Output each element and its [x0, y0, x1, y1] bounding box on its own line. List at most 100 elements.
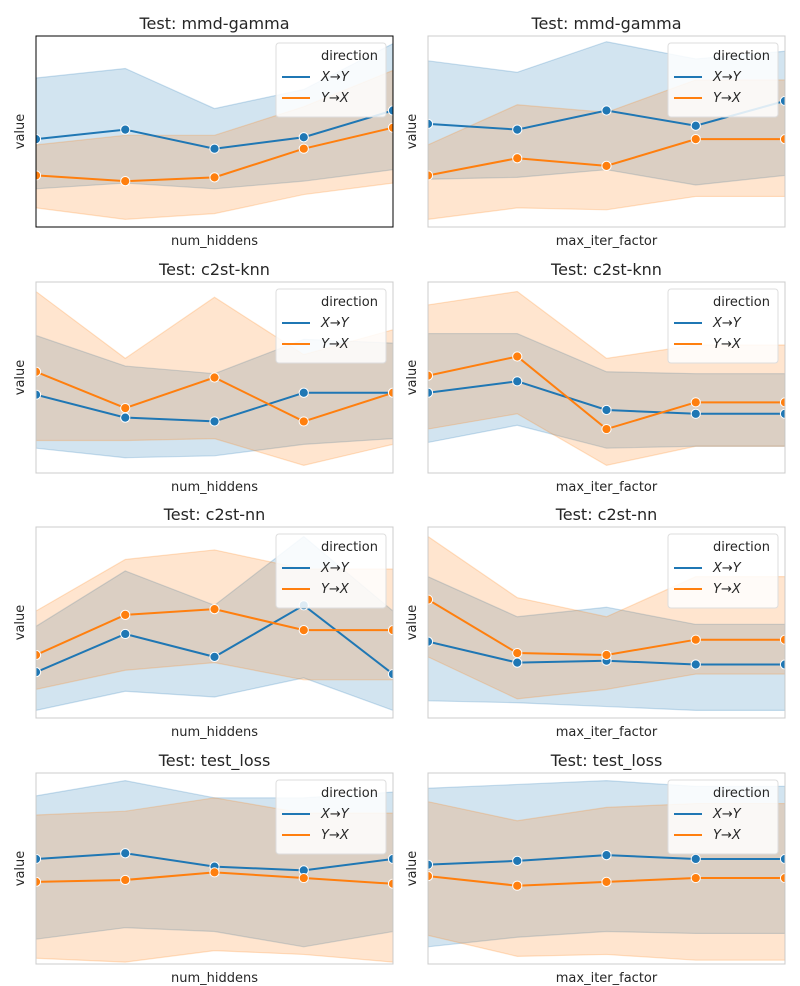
legend-entry-y-to-x: Y→X: [713, 582, 742, 597]
data-point-x-to-y: [690, 408, 701, 419]
data-point-y-to-x: [690, 634, 701, 645]
data-point-y-to-x: [298, 625, 309, 636]
subplot-3: Test: c2st-knn num_hiddens value direction X…: [13, 260, 394, 495]
data-point-x-to-y: [601, 105, 612, 116]
x-axis-label: max_iter_factor: [556, 971, 658, 986]
subplot-4: Test: c2st-knn max_iter_factor value direct…: [405, 260, 786, 495]
legend-entry-x-to-y: X→Y: [320, 561, 350, 576]
data-point-x-to-y: [779, 659, 785, 670]
data-point-x-to-y: [779, 95, 785, 107]
ci-band-x-to-y: [36, 334, 393, 459]
legend-entry-y-to-x: Y→X: [713, 337, 742, 352]
data-point-y-to-x: [36, 876, 42, 887]
y-axis-label: value: [405, 851, 420, 887]
subplot-title: Test: c2st-knn: [158, 260, 270, 279]
ci-band-x-to-y: [428, 576, 785, 711]
axes-frame: [427, 526, 786, 719]
data-point-y-to-x: [601, 160, 612, 171]
axes-frame: [427, 35, 786, 228]
data-point-x-to-y: [428, 387, 434, 398]
legend-title: direction: [713, 540, 770, 555]
data-point-y-to-x: [779, 634, 785, 645]
data-point-x-to-y: [209, 651, 220, 662]
plot-area: [36, 290, 393, 466]
data-point-x-to-y: [120, 124, 131, 135]
data-point-y-to-x: [298, 416, 309, 427]
legend-entry-y-to-x: Y→X: [713, 828, 742, 843]
data-point-y-to-x: [36, 649, 42, 661]
data-point-y-to-x: [120, 609, 131, 620]
data-point-y-to-x: [779, 134, 785, 145]
subplot-8: Test: test_loss max_iter_factor value direc…: [405, 751, 786, 986]
data-point-y-to-x: [120, 402, 131, 414]
legend: direction X→Y Y→X: [275, 288, 387, 364]
ci-band-x-to-y: [428, 332, 785, 449]
y-axis-label: value: [13, 360, 28, 396]
ci-band-y-to-x: [428, 290, 785, 466]
legend-entry-x-to-y: X→Y: [712, 316, 742, 331]
subplot-1: Test: mmd-gamma num_hiddens value direction…: [13, 14, 394, 249]
data-point-x-to-y: [512, 124, 523, 135]
subplot-7: Test: test_loss num_hiddens value direction…: [13, 751, 394, 986]
subplot-6: Test: c2st-nn max_iter_factor value directi…: [405, 505, 786, 740]
data-point-y-to-x: [298, 872, 309, 884]
data-point-y-to-x: [779, 397, 785, 408]
data-point-y-to-x: [209, 172, 220, 183]
y-axis-label: value: [405, 360, 420, 396]
data-point-y-to-x: [690, 134, 701, 145]
legend-entry-y-to-x: Y→X: [321, 582, 350, 597]
subplot-5: Test: c2st-nn num_hiddens value direction X→…: [13, 505, 394, 740]
data-point-x-to-y: [36, 134, 42, 145]
data-point-y-to-x: [428, 370, 434, 381]
legend-entry-y-to-x: Y→X: [321, 828, 350, 843]
legend-entry-y-to-x: Y→X: [713, 91, 742, 106]
data-point-x-to-y: [120, 412, 131, 423]
legend-title: direction: [713, 49, 770, 64]
legend-title: direction: [713, 786, 770, 801]
data-point-x-to-y: [428, 859, 434, 870]
data-point-y-to-x: [209, 372, 220, 383]
data-point-x-to-y: [779, 408, 785, 419]
data-point-y-to-x: [298, 143, 309, 154]
legend-title: direction: [321, 49, 378, 64]
data-point-y-to-x: [779, 872, 785, 884]
legend-title: direction: [321, 540, 378, 555]
data-point-x-to-y: [120, 848, 131, 859]
x-axis-label: num_hiddens: [171, 971, 258, 986]
legend: direction X→Y Y→X: [667, 42, 779, 118]
legend: direction X→Y Y→X: [667, 288, 779, 364]
legend: direction X→Y Y→X: [667, 533, 779, 609]
plot-area: [428, 290, 785, 466]
y-axis-label: value: [405, 605, 420, 641]
data-point-x-to-y: [428, 636, 434, 647]
data-point-x-to-y: [690, 120, 701, 131]
legend-entry-y-to-x: Y→X: [321, 91, 350, 106]
data-point-y-to-x: [601, 423, 612, 435]
axes-frame: [35, 281, 394, 474]
data-point-x-to-y: [690, 659, 701, 670]
data-point-x-to-y: [512, 376, 523, 387]
data-point-x-to-y: [779, 853, 785, 865]
subplot-title: Test: c2st-nn: [163, 505, 266, 524]
data-point-y-to-x: [36, 366, 42, 377]
y-axis-label: value: [13, 851, 28, 887]
legend-entry-x-to-y: X→Y: [712, 70, 742, 85]
data-point-y-to-x: [601, 876, 612, 887]
data-point-x-to-y: [209, 143, 220, 154]
data-point-x-to-y: [36, 389, 42, 400]
data-point-y-to-x: [120, 874, 131, 886]
subplot-2: Test: mmd-gamma max_iter_factor value direc…: [405, 14, 786, 249]
data-point-x-to-y: [120, 628, 131, 640]
x-axis-label: max_iter_factor: [556, 234, 658, 249]
subplot-title: Test: c2st-knn: [550, 260, 662, 279]
data-point-x-to-y: [512, 657, 523, 668]
data-point-y-to-x: [120, 176, 131, 187]
x-axis-label: max_iter_factor: [556, 725, 658, 740]
axes-frame: [35, 772, 394, 965]
data-point-x-to-y: [298, 387, 309, 398]
x-axis-label: num_hiddens: [171, 480, 258, 495]
data-point-y-to-x: [512, 880, 523, 891]
data-point-x-to-y: [209, 416, 220, 427]
y-axis-label: value: [13, 114, 28, 150]
data-point-y-to-x: [36, 170, 42, 181]
